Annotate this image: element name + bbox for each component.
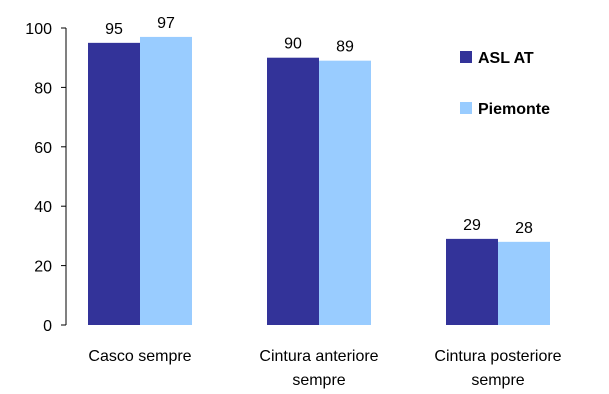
data-labels: 95 97 90 89 29 28 bbox=[105, 15, 533, 237]
data-label: 29 bbox=[463, 217, 481, 234]
legend-swatch bbox=[460, 51, 472, 63]
legend: ASL AT Piemonte bbox=[460, 50, 550, 118]
y-tick-label: 100 bbox=[25, 21, 52, 38]
y-tick-label: 60 bbox=[34, 140, 52, 157]
legend-swatch bbox=[460, 102, 472, 114]
data-label: 95 bbox=[105, 21, 123, 38]
bar-asl-at bbox=[446, 238, 498, 325]
data-label: 90 bbox=[284, 36, 302, 53]
data-label: 97 bbox=[157, 15, 175, 32]
x-axis-labels: Casco sempre Cintura anteriore sempre Cintu… bbox=[88, 348, 561, 389]
bar-asl-at bbox=[267, 57, 319, 325]
bar-asl-at bbox=[88, 42, 140, 325]
y-tick-label: 80 bbox=[34, 80, 52, 97]
data-label: 89 bbox=[336, 39, 354, 56]
bar-piemonte bbox=[498, 241, 550, 325]
y-tick-label: 20 bbox=[34, 259, 52, 276]
data-label: 28 bbox=[515, 220, 533, 237]
bar-piemonte bbox=[140, 36, 192, 325]
legend-label: ASL AT bbox=[478, 50, 534, 67]
y-tick-label: 40 bbox=[34, 199, 52, 216]
x-category-label: Casco sempre bbox=[88, 348, 191, 365]
y-axis: 0 20 40 60 80 100 bbox=[25, 21, 67, 335]
x-category-label: Cintura posteriore sempre bbox=[434, 348, 561, 389]
y-tick-label: 0 bbox=[43, 318, 52, 335]
bars bbox=[88, 36, 550, 326]
legend-label: Piemonte bbox=[478, 101, 550, 118]
bar-piemonte bbox=[319, 60, 371, 326]
x-category-label: Cintura anteriore sempre bbox=[259, 348, 378, 389]
